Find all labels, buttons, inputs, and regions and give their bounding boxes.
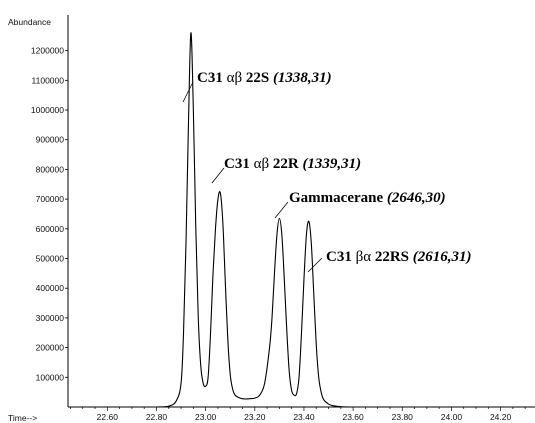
y-tick-label: 200000 xyxy=(36,343,65,353)
annotation-4: C31 βα 22RS (2616,31) xyxy=(326,249,472,265)
x-tick-label: 24.00 xyxy=(441,412,463,422)
x-axis-ticks: 22.60 22.80 23.00 23.20 23.40 23.60 23.80 24.00… xyxy=(70,407,526,422)
annotation-1: C31 αβ 22S (1338,31) xyxy=(197,70,332,86)
x-tick-label: 23.60 xyxy=(342,412,364,422)
annotation-1-greek: αβ xyxy=(227,70,243,86)
annotation-4-suffix: 22RS xyxy=(371,249,413,265)
x-tick-label: 22.60 xyxy=(97,412,119,422)
annotation-1-pointer xyxy=(182,81,194,103)
annotation-2-prefix: C31 xyxy=(224,156,254,172)
annotation-3-prefix: Gammacerane xyxy=(289,190,387,206)
y-tick-label: 1000000 xyxy=(31,105,64,115)
annotation-2-pointer xyxy=(211,167,225,184)
y-axis-ticks: 100000 200000 300000 400000 500000 600000 7000… xyxy=(31,46,68,382)
annotation-1-code: (1338,31) xyxy=(273,70,332,86)
y-tick-label: 900000 xyxy=(36,135,65,145)
x-tick-label: 22.80 xyxy=(146,412,168,422)
annotation-2-greek: αβ xyxy=(254,156,270,172)
annotation-1-suffix: 22S xyxy=(242,70,273,86)
x-tick-label: 24.20 xyxy=(490,412,512,422)
x-axis-title: Time--> xyxy=(8,413,37,423)
y-axis-title: Abundance xyxy=(8,17,51,27)
annotation-3-code: (2646,30) xyxy=(387,190,446,206)
x-tick-label: 23.00 xyxy=(195,412,217,422)
y-tick-label: 100000 xyxy=(36,372,65,382)
y-tick-label: 1100000 xyxy=(32,75,65,85)
annotation-4-code: (2616,31) xyxy=(413,249,472,265)
x-tick-label: 23.40 xyxy=(293,412,315,422)
annotation-4-prefix: C31 xyxy=(326,249,356,265)
annotation-3: Gammacerane (2646,30) xyxy=(289,190,446,206)
y-tick-label: 600000 xyxy=(36,224,65,234)
annotation-1-prefix: C31 xyxy=(197,70,227,86)
series-group xyxy=(67,32,535,408)
y-tick-label: 300000 xyxy=(36,313,65,323)
annotation-2: C31 αβ 22R (1339,31) xyxy=(224,156,361,172)
x-tick-label: 23.20 xyxy=(244,412,266,422)
y-tick-label: 500000 xyxy=(36,254,65,264)
y-tick-label: 1200000 xyxy=(31,46,64,56)
annotation-2-suffix: 22R xyxy=(269,156,302,172)
annotation-2-code: (1339,31) xyxy=(302,156,361,172)
y-tick-label: 800000 xyxy=(36,164,65,174)
y-tick-label: 700000 xyxy=(36,194,65,204)
annotation-4-pointer xyxy=(307,257,323,273)
y-tick-label: 400000 xyxy=(36,283,65,293)
x-tick-label: 23.80 xyxy=(392,412,414,422)
annotation-3-pointer xyxy=(274,201,289,219)
annotation-4-greek: βα xyxy=(356,249,372,265)
series-line-0 xyxy=(67,32,535,408)
